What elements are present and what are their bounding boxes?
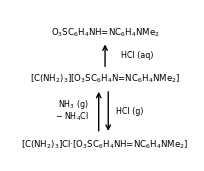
Text: NH$_3$ (g): NH$_3$ (g) (58, 98, 89, 111)
Text: [C(NH$_2$)$_3$][O$_3$SC$_6$H$_4$N=NC$_6$H$_4$NMe$_2$]: [C(NH$_2$)$_3$][O$_3$SC$_6$H$_4$N=NC$_6$… (30, 72, 179, 85)
Text: HCl (g): HCl (g) (116, 107, 143, 116)
Text: O$_3$SC$_6$H$_4$NH=NC$_6$H$_4$NMe$_2$: O$_3$SC$_6$H$_4$NH=NC$_6$H$_4$NMe$_2$ (50, 26, 159, 39)
Text: [C(NH$_2$)$_3$]Cl·[O$_3$SC$_6$H$_4$NH=NC$_6$H$_4$NMe$_2$]: [C(NH$_2$)$_3$]Cl·[O$_3$SC$_6$H$_4$NH=NC… (21, 138, 188, 150)
Text: HCl (aq): HCl (aq) (120, 51, 153, 60)
Text: − NH$_4$Cl: − NH$_4$Cl (55, 110, 89, 123)
